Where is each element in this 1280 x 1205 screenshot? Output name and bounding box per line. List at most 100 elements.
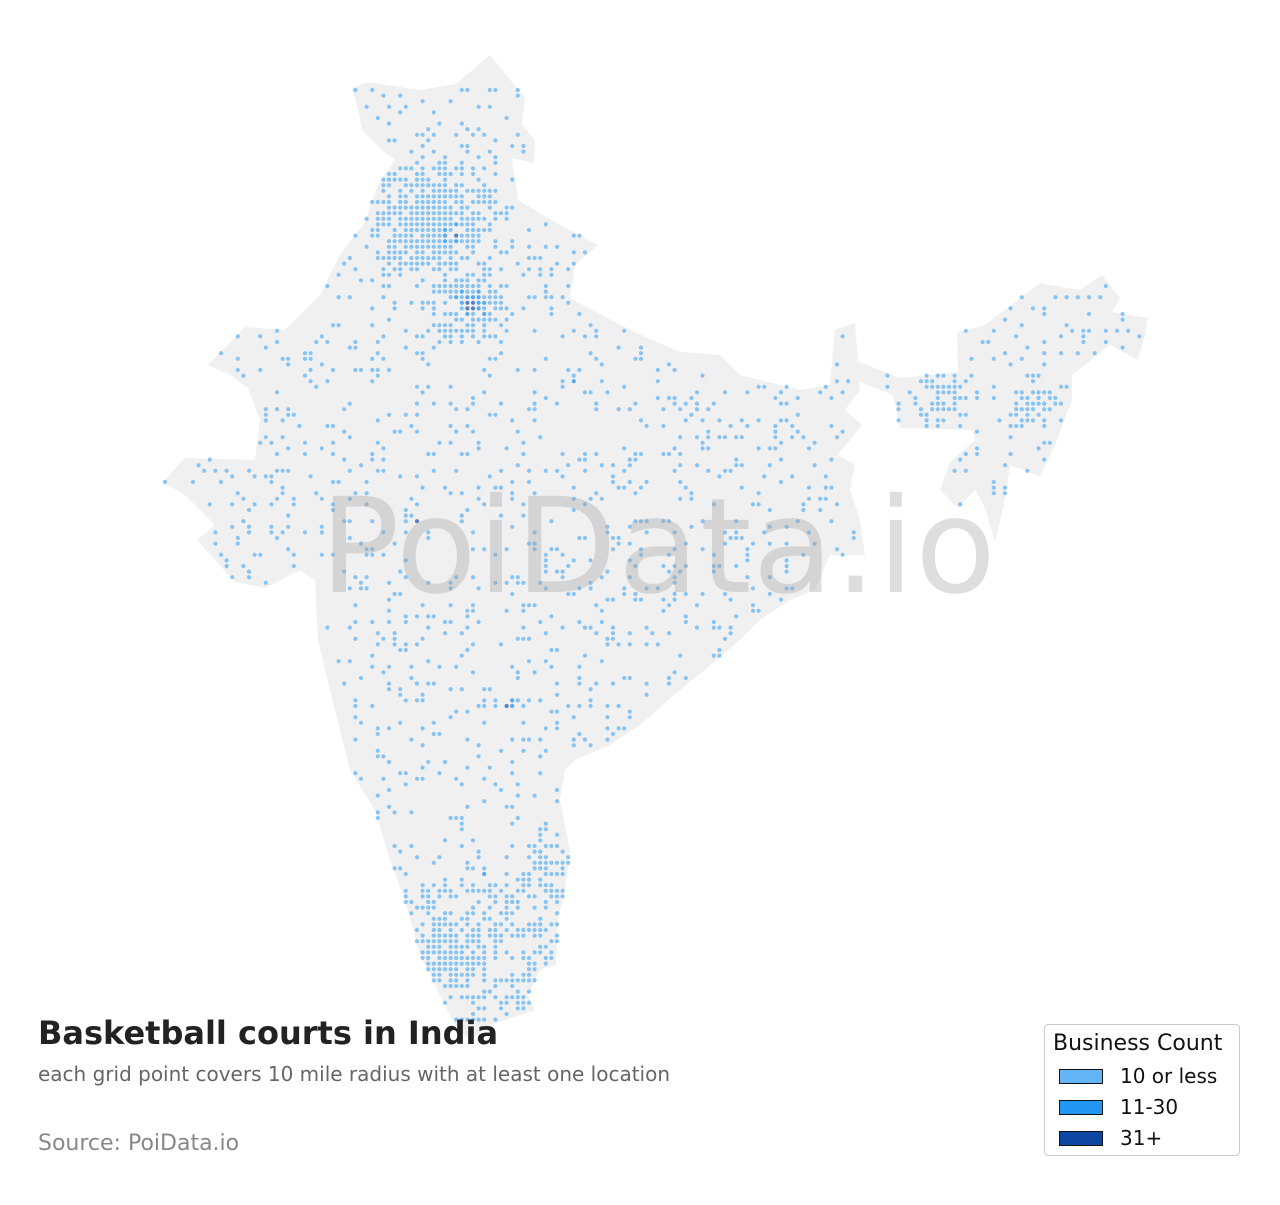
grid-point bbox=[498, 323, 504, 328]
grid-point bbox=[806, 496, 812, 501]
grid-point bbox=[454, 211, 459, 216]
grid-point bbox=[482, 698, 487, 703]
grid-point bbox=[459, 278, 464, 283]
grid-point bbox=[532, 491, 537, 496]
grid-point bbox=[375, 793, 380, 798]
grid-point bbox=[554, 569, 560, 574]
grid-point bbox=[370, 653, 375, 658]
grid-point bbox=[420, 233, 425, 238]
grid-point bbox=[700, 373, 705, 378]
grid-point bbox=[465, 205, 470, 210]
grid-point bbox=[571, 507, 576, 513]
grid-point bbox=[493, 306, 498, 311]
grid-point bbox=[678, 463, 683, 468]
grid-point bbox=[1025, 373, 1030, 378]
grid-point bbox=[711, 569, 716, 574]
grid-point bbox=[353, 345, 358, 350]
grid-point bbox=[700, 547, 705, 552]
grid-point bbox=[454, 166, 459, 171]
grid-point bbox=[325, 283, 330, 289]
grid-point bbox=[1008, 362, 1013, 367]
grid-point bbox=[521, 440, 526, 445]
grid-point bbox=[442, 916, 448, 921]
grid-point bbox=[997, 418, 1002, 423]
grid-point bbox=[414, 171, 420, 177]
grid-point bbox=[974, 395, 980, 401]
grid-point bbox=[420, 306, 425, 311]
grid-point bbox=[1047, 407, 1052, 412]
grid-point bbox=[442, 334, 448, 339]
grid-point bbox=[476, 1017, 481, 1022]
grid-point bbox=[750, 586, 756, 591]
grid-point bbox=[1036, 395, 1041, 401]
grid-point bbox=[459, 883, 464, 888]
grid-point bbox=[504, 950, 509, 955]
grid-point bbox=[465, 289, 470, 294]
grid-point bbox=[941, 407, 946, 412]
grid-point bbox=[263, 412, 268, 417]
grid-point bbox=[353, 339, 358, 345]
grid-point bbox=[437, 199, 442, 205]
grid-point bbox=[381, 457, 386, 462]
grid-point bbox=[482, 871, 487, 877]
grid-point bbox=[465, 255, 470, 261]
grid-point bbox=[448, 289, 453, 294]
grid-point bbox=[1014, 401, 1019, 406]
grid-point bbox=[672, 597, 677, 602]
grid-point bbox=[409, 183, 414, 188]
legend-title: Business Count bbox=[1053, 1031, 1223, 1056]
grid-point bbox=[386, 205, 392, 210]
grid-point bbox=[627, 407, 632, 412]
grid-point bbox=[448, 188, 453, 193]
grid-point bbox=[476, 283, 481, 289]
grid-point bbox=[442, 323, 448, 328]
grid-point bbox=[493, 138, 498, 143]
grid-point bbox=[538, 272, 543, 277]
grid-point bbox=[459, 183, 464, 188]
grid-point bbox=[431, 731, 436, 737]
grid-point bbox=[403, 782, 408, 787]
grid-point bbox=[706, 429, 711, 434]
grid-point bbox=[734, 614, 739, 619]
grid-point bbox=[448, 995, 453, 1000]
grid-point bbox=[493, 300, 498, 305]
grid-point bbox=[963, 451, 968, 457]
grid-point bbox=[426, 451, 431, 457]
grid-point bbox=[448, 983, 453, 989]
grid-point bbox=[784, 401, 789, 406]
grid-point bbox=[398, 569, 403, 574]
grid-point bbox=[773, 446, 778, 451]
grid-point bbox=[482, 972, 487, 977]
grid-point bbox=[370, 547, 375, 552]
grid-point bbox=[504, 905, 509, 910]
grid-point bbox=[437, 244, 442, 249]
grid-point bbox=[521, 888, 526, 893]
grid-point bbox=[851, 535, 856, 541]
grid-point bbox=[370, 323, 375, 328]
grid-point bbox=[448, 972, 453, 977]
grid-point bbox=[750, 608, 756, 613]
grid-point bbox=[291, 552, 296, 557]
grid-point bbox=[543, 821, 548, 826]
grid-point bbox=[375, 211, 380, 216]
grid-point bbox=[627, 558, 632, 563]
grid-point bbox=[386, 250, 392, 255]
grid-point bbox=[470, 1011, 476, 1017]
grid-point bbox=[465, 216, 470, 221]
grid-point bbox=[420, 261, 425, 266]
grid-point bbox=[952, 395, 957, 401]
grid-point bbox=[554, 709, 560, 714]
grid-point bbox=[717, 563, 722, 569]
grid-point bbox=[538, 927, 543, 933]
grid-point bbox=[381, 776, 386, 781]
grid-point bbox=[958, 412, 963, 417]
grid-point bbox=[314, 339, 319, 345]
grid-point bbox=[381, 272, 386, 277]
grid-point bbox=[610, 681, 616, 686]
grid-point bbox=[330, 367, 336, 373]
grid-point bbox=[526, 855, 532, 860]
grid-point bbox=[414, 261, 420, 266]
grid-point bbox=[414, 239, 420, 244]
grid-point bbox=[420, 177, 425, 182]
grid-point bbox=[1008, 435, 1013, 440]
